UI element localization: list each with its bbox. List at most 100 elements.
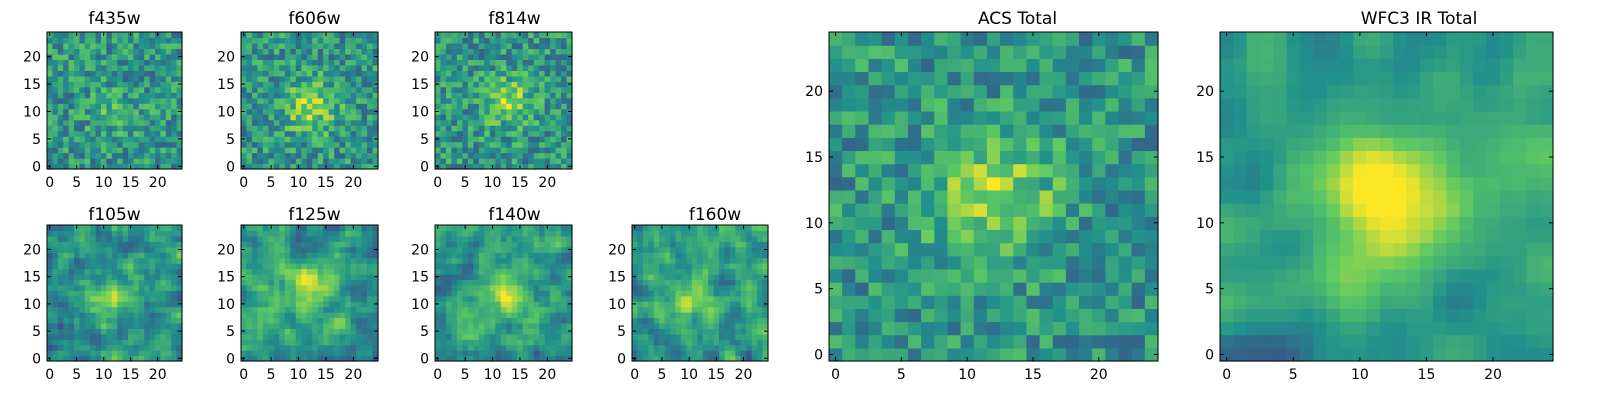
heatmap-cell <box>284 125 291 132</box>
heatmap-cell <box>751 355 758 362</box>
heatmap-cell <box>372 339 379 346</box>
heatmap-cell <box>566 344 573 351</box>
heatmap-cell <box>155 241 161 248</box>
heatmap-cell <box>544 119 551 126</box>
heatmap-cell <box>356 328 363 335</box>
heatmap-cell <box>128 290 134 297</box>
heatmap-cell <box>544 246 551 253</box>
heatmap-cell <box>301 290 308 297</box>
heatmap-cell <box>533 241 540 248</box>
heatmap-cell <box>101 257 107 264</box>
heatmap-cell <box>517 306 524 313</box>
heatmap-cell <box>279 136 286 143</box>
heatmap-cell <box>1026 295 1041 309</box>
heatmap-cell <box>339 306 346 313</box>
heatmap-cell <box>323 53 330 60</box>
heatmap-cell <box>522 32 529 39</box>
heatmap-cell <box>495 163 502 170</box>
heatmap-cell <box>57 284 64 291</box>
heatmap-cell <box>323 125 330 132</box>
heatmap-cell <box>57 328 64 335</box>
heatmap-cell <box>328 64 335 71</box>
heatmap-cell <box>664 263 671 270</box>
heatmap-cell <box>473 257 480 264</box>
heatmap-cells <box>632 225 769 362</box>
heatmap-cell <box>495 103 502 110</box>
heatmap-cell <box>246 53 253 60</box>
heatmap-cell <box>90 59 97 66</box>
heatmap-cell <box>171 257 178 264</box>
heatmap-cell <box>495 235 502 242</box>
heatmap-cell <box>246 252 253 259</box>
heatmap-cell <box>533 103 540 110</box>
heatmap-cell <box>356 306 363 313</box>
heatmap-cell <box>659 284 666 291</box>
heatmap-cell <box>680 246 687 253</box>
heatmap-cell <box>295 322 302 329</box>
heatmap-cell <box>719 306 726 313</box>
heatmap-cell <box>511 42 518 50</box>
heatmap-cell <box>550 48 557 55</box>
heatmap-cell <box>111 48 118 55</box>
heatmap-cell <box>345 147 352 154</box>
heatmap-cell <box>1105 295 1120 309</box>
heatmap-cell <box>517 75 524 82</box>
heatmap-cell <box>117 103 124 110</box>
heatmap-cell <box>702 312 709 319</box>
heatmap-cell <box>52 119 59 126</box>
heatmap-cell <box>467 81 474 88</box>
heatmap-cell <box>176 339 183 346</box>
heatmap-cell <box>268 246 275 253</box>
heatmap-cell <box>117 339 124 346</box>
heatmap-cell <box>440 42 447 50</box>
heatmap-cell <box>149 37 156 44</box>
heatmap-cell <box>144 53 151 60</box>
heatmap-cell <box>306 268 313 275</box>
axes-frame <box>240 224 379 362</box>
heatmap-cell <box>517 252 524 259</box>
heatmap-cell <box>550 328 557 335</box>
heatmap-cell <box>986 216 1001 230</box>
heatmap-cell <box>84 125 91 132</box>
heatmap-cell <box>138 301 145 308</box>
heatmap-cell <box>675 263 682 270</box>
heatmap-cell <box>500 322 507 329</box>
heatmap-cell <box>751 252 758 259</box>
heatmap-cell <box>691 263 698 270</box>
heatmap-cell <box>659 257 666 264</box>
heatmap-cell <box>251 246 259 253</box>
heatmap-cell <box>317 344 324 351</box>
heatmap-cell <box>1105 163 1120 178</box>
heatmap-cell <box>451 279 458 286</box>
heatmap-cell <box>528 350 535 357</box>
heatmap-cell <box>664 235 671 242</box>
heatmap-cell <box>691 306 698 313</box>
heatmap-cell <box>489 273 496 280</box>
heatmap-cell <box>57 53 64 60</box>
heatmap-cell <box>345 64 352 71</box>
heatmap-cell <box>95 125 102 132</box>
heatmap-cell <box>462 284 469 291</box>
heatmap-cell <box>350 81 357 88</box>
heatmap-cell <box>986 176 1001 191</box>
heatmap-cell <box>262 263 269 270</box>
heatmap-cell <box>555 355 562 362</box>
heatmap-cell <box>339 108 346 115</box>
heatmap-cell <box>829 347 843 362</box>
heatmap-cell <box>1105 308 1120 323</box>
heatmap-cell <box>1144 216 1159 230</box>
heatmap-cell <box>345 97 352 104</box>
heatmap-cell <box>561 273 568 280</box>
heatmap-cell <box>522 339 529 346</box>
heatmap-cell <box>1144 321 1159 336</box>
heatmap-cell <box>517 152 524 159</box>
heatmap-cell <box>361 108 368 115</box>
heatmap-cell <box>262 81 269 88</box>
heatmap-cell <box>176 32 183 39</box>
heatmap-cell <box>57 301 64 308</box>
heatmap-cell <box>106 273 113 280</box>
heatmap-cell <box>106 114 113 121</box>
heatmap-cell <box>106 241 113 248</box>
heatmap-cell <box>101 48 107 55</box>
heatmap-cell <box>84 136 91 143</box>
